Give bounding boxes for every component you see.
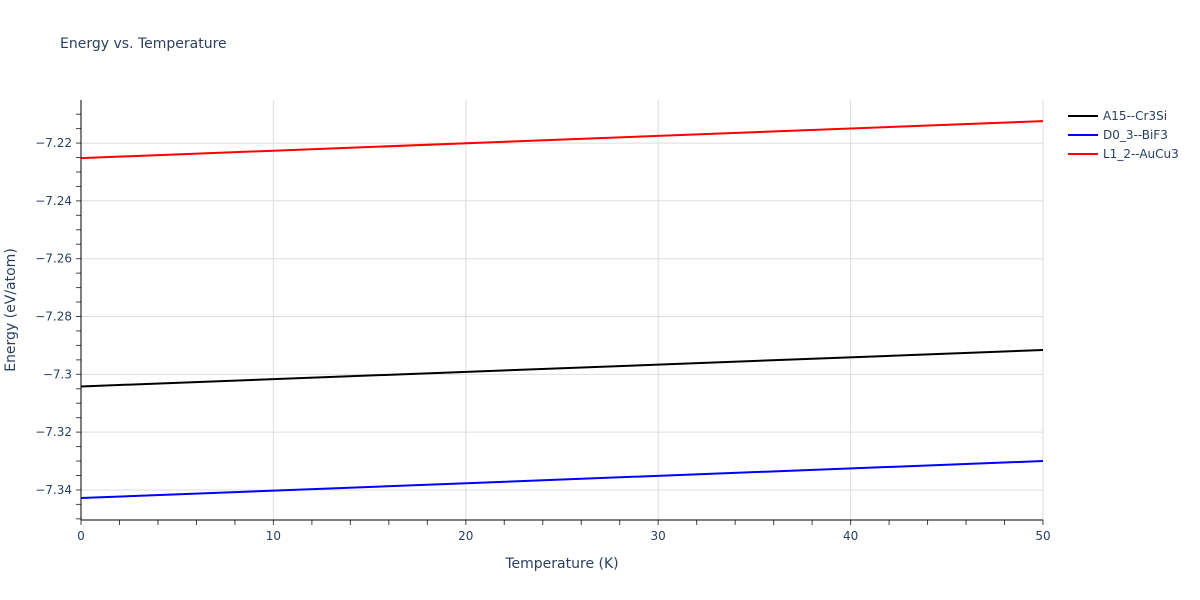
x-tick-label: 50 (1035, 529, 1050, 543)
legend-item-l12[interactable]: L1_2--AuCu3 (1068, 144, 1179, 163)
y-tick-label: −7.22 (35, 136, 72, 150)
x-axis-label: Temperature (K) (504, 556, 618, 572)
x-tick-label: 30 (651, 529, 666, 543)
data-lines (80, 120, 1044, 500)
axes: 0 10 20 30 40 50 −7.34 −7.32 −7.3 −7.28 −7.26 −7.24… (35, 100, 1051, 543)
legend-item-a15[interactable]: A15--Cr3Si (1068, 106, 1179, 125)
series-line[interactable] (80, 349, 1044, 388)
x-tick-label: 0 (77, 529, 85, 543)
y-tick-label: −7.28 (35, 310, 72, 324)
y-tick-label: −7.26 (35, 252, 72, 266)
y-tick-label: −7.3 (43, 367, 72, 381)
legend-item-d03[interactable]: D0_3--BiF3 (1068, 125, 1179, 144)
x-tick-label: 40 (843, 529, 858, 543)
legend-line-icon (1068, 152, 1098, 155)
legend-label: A15--Cr3Si (1103, 108, 1168, 123)
series-line[interactable] (80, 120, 1044, 160)
y-tick-label: −7.34 (35, 483, 72, 497)
legend-label: L1_2--AuCu3 (1103, 146, 1179, 161)
x-tick-label: 20 (458, 529, 473, 543)
gridlines (81, 100, 1044, 520)
legend: A15--Cr3Si D0_3--BiF3 L1_2--AuCu3 (1068, 106, 1179, 163)
legend-line-icon (1068, 114, 1098, 117)
x-tick-label: 10 (266, 529, 281, 543)
y-axis-label: Energy (eV/atom) (3, 248, 19, 372)
series-line[interactable] (80, 460, 1044, 500)
y-tick-label: −7.32 (35, 425, 72, 439)
chart-title: Energy vs. Temperature (60, 36, 227, 52)
legend-line-icon (1068, 133, 1098, 136)
y-tick-label: −7.24 (35, 194, 72, 208)
legend-label: D0_3--BiF3 (1103, 127, 1168, 142)
